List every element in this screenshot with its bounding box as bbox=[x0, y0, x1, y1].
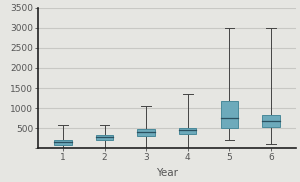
Bar bbox=[96, 135, 113, 140]
Bar bbox=[179, 128, 196, 134]
Bar bbox=[262, 115, 280, 127]
Bar bbox=[137, 129, 155, 136]
Bar bbox=[54, 140, 72, 145]
X-axis label: Year: Year bbox=[156, 168, 178, 178]
Bar bbox=[220, 101, 238, 128]
